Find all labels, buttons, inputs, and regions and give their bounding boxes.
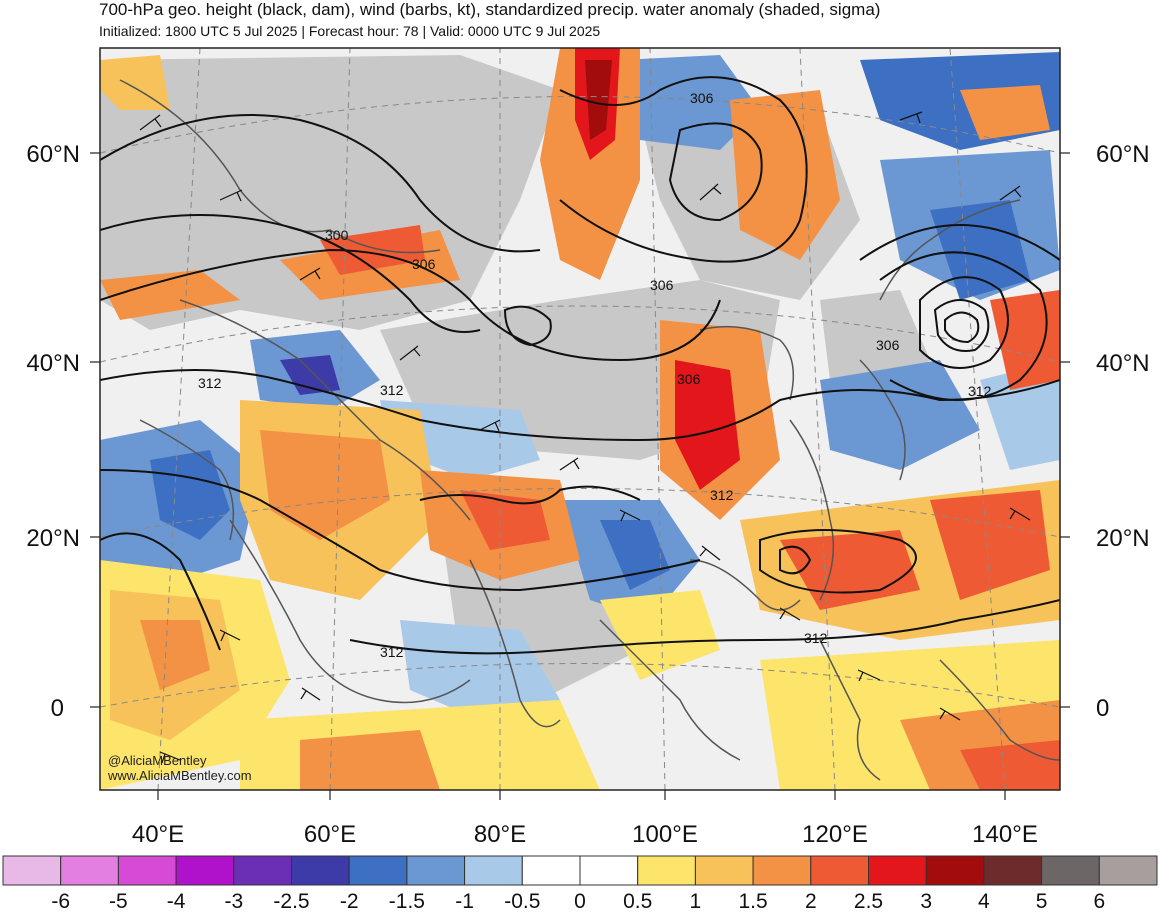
contour-label: 306 — [690, 90, 714, 106]
colorbar-label: 1.5 — [738, 890, 767, 913]
contour-label: 312 — [804, 630, 828, 646]
colorbar-label: -3 — [224, 890, 243, 913]
colorbar-swatch — [1041, 855, 1100, 886]
colorbar-swatch — [868, 855, 927, 886]
contour-labels: 306 300 306 306 306 306 312 312 312 312 … — [198, 90, 992, 660]
positive-anomaly-areas — [100, 48, 1060, 790]
lat-label: 0 — [51, 695, 64, 722]
colorbar-swatch — [521, 855, 581, 886]
lon-labels: 40°E 60°E 80°E 100°E 120°E 140°E — [132, 821, 1038, 848]
colorbar-swatch — [60, 855, 119, 886]
contour-label: 312 — [710, 487, 734, 503]
colorbar-swatch — [925, 855, 985, 886]
colorbar-label: -6 — [51, 890, 70, 913]
lat-label: 20°N — [1096, 525, 1150, 552]
colorbar-label: -4 — [167, 890, 186, 913]
contour-label: 312 — [198, 375, 222, 391]
colorbar-label: 4 — [978, 890, 990, 913]
graticule — [100, 48, 1060, 790]
map-panel: 306 300 306 306 306 306 312 312 312 312 … — [100, 48, 1060, 790]
colorbar-label: 3 — [920, 890, 932, 913]
colorbar-swatch — [406, 855, 466, 886]
contour-label: 312 — [968, 383, 992, 399]
contour-label: 306 — [876, 337, 900, 353]
colorbar-label: 6 — [1093, 890, 1105, 913]
colorbar-label: 5 — [1036, 890, 1048, 913]
credit-handle: @AliciaMBentley — [108, 753, 207, 768]
contour-label: 306 — [412, 256, 436, 272]
lon-label: 80°E — [474, 821, 526, 848]
colorbar-label: 0 — [574, 890, 586, 913]
colorbar-label: 2 — [805, 890, 817, 913]
colorbar — [2, 855, 1158, 886]
map-title: 700-hPa geo. height (black, dam), wind (… — [99, 0, 881, 19]
colorbar-label: 2.5 — [854, 890, 883, 913]
lon-label: 120°E — [802, 821, 868, 848]
lon-label: 40°E — [132, 821, 184, 848]
lon-label: 100°E — [632, 821, 698, 848]
colorbar-swatch — [637, 855, 696, 886]
contour-label: 306 — [677, 371, 701, 387]
lat-label: 20°N — [26, 525, 80, 552]
colorbar-swatch — [810, 855, 869, 886]
colorbar-swatch — [233, 855, 293, 886]
colorbar-labels: -6 -5 -4 -3 -2.5 -2 -1.5 -1 -0.5 0 0.5 1 1.5 2 2.5 3 4 5 6 — [51, 890, 1105, 913]
axis-ticks — [90, 152, 1070, 800]
contour-label: 306 — [650, 277, 674, 293]
lat-labels-left: 60°N 40°N 20°N 0 — [26, 141, 80, 722]
lon-label: 60°E — [304, 821, 356, 848]
colorbar-swatch — [117, 855, 177, 886]
colorbar-swatch — [579, 855, 639, 886]
colorbar-label: -2 — [340, 890, 359, 913]
lat-label: 60°N — [26, 141, 80, 168]
contour-label: 312 — [380, 644, 404, 660]
lat-labels-right: 60°N 40°N 20°N 0 — [1096, 141, 1150, 722]
colorbar-swatch — [752, 855, 812, 886]
colorbar-label: -0.5 — [504, 890, 540, 913]
colorbar-label: 0.5 — [623, 890, 652, 913]
contour-label: 300 — [325, 227, 349, 243]
contour-label: 312 — [380, 382, 404, 398]
colorbar-swatch — [1098, 855, 1158, 886]
colorbar-label: -1 — [455, 890, 474, 913]
map-frame — [99, 47, 1061, 791]
colorbar-label: -2.5 — [273, 890, 309, 913]
colorbar-label: -5 — [109, 890, 128, 913]
colorbar-swatch — [2, 855, 62, 886]
height-contours — [100, 76, 1060, 655]
lat-label: 40°N — [26, 350, 80, 377]
colorbar-swatch — [983, 855, 1043, 886]
coastlines — [119, 79, 1060, 781]
wind-barbs — [139, 111, 1031, 764]
colorbar-swatch — [348, 855, 408, 886]
lat-label: 40°N — [1096, 350, 1150, 377]
colorbar-swatch — [464, 855, 523, 886]
colorbar-swatch — [175, 855, 235, 886]
colorbar-label: 1 — [690, 890, 702, 913]
credit-website: www.AliciaMBentley.com — [107, 768, 252, 783]
colorbar-swatch — [291, 855, 350, 886]
colorbar-swatch — [694, 855, 754, 886]
lon-label: 140°E — [972, 821, 1038, 848]
map-subtitle: Initialized: 1800 UTC 5 Jul 2025 | Forec… — [99, 23, 601, 39]
colorbar-label: -1.5 — [389, 890, 425, 913]
lat-label: 60°N — [1096, 141, 1150, 168]
lat-label: 0 — [1096, 695, 1109, 722]
